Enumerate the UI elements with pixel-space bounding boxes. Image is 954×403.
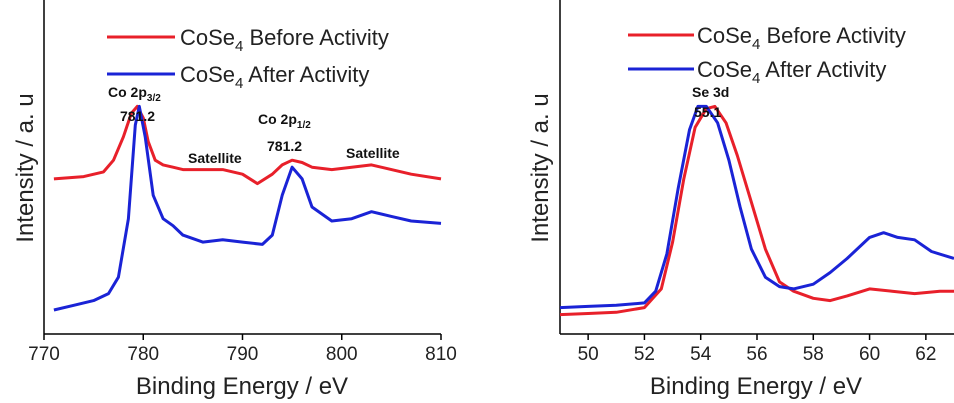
panel-co2p: 770 780 790 800 810 Binding Energy / eV Inte… bbox=[12, 0, 457, 400]
y-axis-title-right: Intensity / a. u bbox=[527, 93, 554, 242]
x-ticks-right: 50 52 54 56 58 60 62 bbox=[578, 334, 936, 365]
series-lines-left bbox=[53, 104, 442, 312]
series-line-after-right bbox=[559, 104, 954, 310]
legend-label-before-left: CoSe4 Before Activity bbox=[180, 25, 389, 55]
series-line-before-left bbox=[53, 104, 442, 186]
series-line-before-right bbox=[559, 104, 954, 317]
series-line-after-left bbox=[53, 104, 442, 312]
legend-label-before-right: CoSe4 Before Activity bbox=[697, 23, 906, 53]
x-tick-label-right-3: 56 bbox=[746, 344, 767, 365]
x-tick-label-left-1: 780 bbox=[127, 344, 159, 365]
annot-satellite-2: Satellite bbox=[346, 145, 400, 161]
x-ticks-left: 770 780 790 800 810 bbox=[28, 334, 457, 365]
x-tick-label-right-4: 58 bbox=[803, 344, 824, 365]
legend-left: CoSe4 Before Activity CoSe4 After Activi… bbox=[107, 25, 389, 92]
x-tick-label-left-2: 790 bbox=[227, 344, 259, 365]
annot-se3d-value: 55.1 bbox=[694, 104, 721, 120]
x-tick-label-right-2: 54 bbox=[690, 344, 712, 365]
y-axis-title-left: Intensity / a. u bbox=[12, 93, 39, 242]
legend-right: CoSe4 Before Activity CoSe4 After Activi… bbox=[628, 23, 906, 87]
x-tick-label-left-0: 770 bbox=[28, 344, 60, 365]
series-lines-right bbox=[559, 104, 954, 317]
x-tick-label-right-6: 62 bbox=[915, 344, 936, 365]
legend-label-after-right: CoSe4 After Activity bbox=[697, 57, 886, 87]
annot-satellite-1: Satellite bbox=[188, 150, 242, 166]
x-tick-label-right-0: 50 bbox=[578, 344, 599, 365]
legend-label-after-left: CoSe4 After Activity bbox=[180, 62, 369, 92]
annot-co2p32-label: Co 2p3/2 bbox=[108, 84, 161, 104]
x-axis-title-left: Binding Energy / eV bbox=[136, 373, 348, 400]
x-tick-label-right-5: 60 bbox=[859, 344, 880, 365]
annot-co2p32-value: 781.2 bbox=[120, 108, 155, 124]
panel-se3d: 50 52 54 56 58 60 62 Binding Energy / eV Inten… bbox=[527, 0, 954, 400]
annot-co2p12-label: Co 2p1/2 bbox=[258, 111, 311, 131]
x-tick-label-left-4: 810 bbox=[425, 344, 457, 365]
x-tick-label-left-3: 800 bbox=[326, 344, 358, 365]
x-axis-title-right: Binding Energy / eV bbox=[650, 373, 862, 400]
annot-co2p12-value: 781.2 bbox=[267, 138, 302, 154]
annot-se3d-label: Se 3d bbox=[692, 84, 729, 100]
x-tick-label-right-1: 52 bbox=[634, 344, 655, 365]
